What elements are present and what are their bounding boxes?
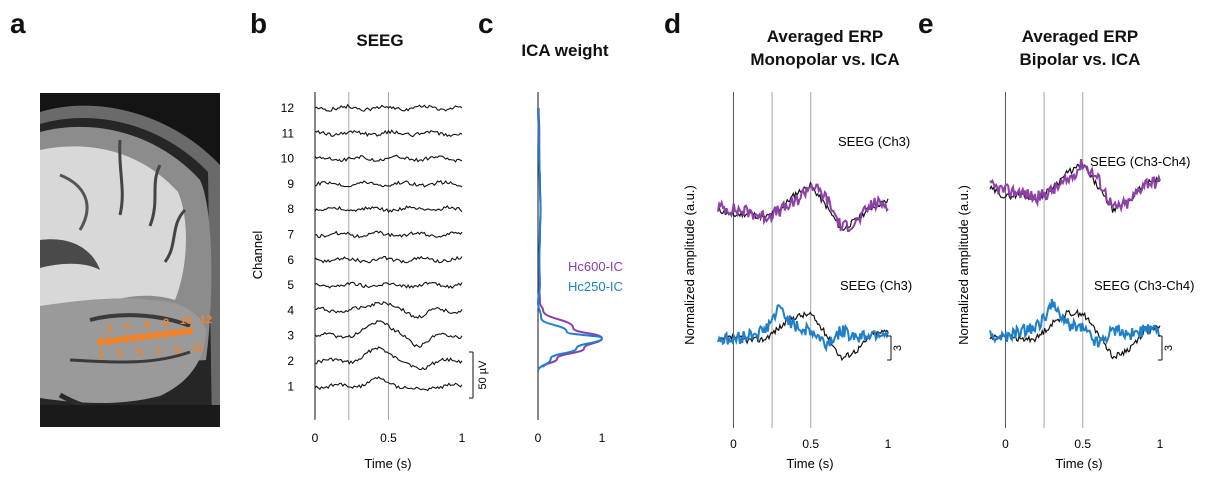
panel-e-scale-label: 3: [1163, 345, 1175, 351]
panel-b-xlabel: Time (s): [364, 456, 411, 471]
panel-b-trace: [314, 281, 463, 289]
panel-d-title-line1: Averaged ERP: [766, 27, 884, 46]
panel-c-title: ICA weight: [521, 41, 609, 60]
electrode-contacts: [97, 327, 193, 346]
seeg-trace-top: [989, 162, 1161, 213]
panel-b-ytick: 6: [287, 253, 294, 267]
panel-b-scale-label: 50 µV: [477, 360, 489, 390]
panel-b-ytick: 9: [287, 177, 294, 191]
panel-b-trace: [314, 179, 463, 188]
panel-b-xtick: 1: [459, 431, 466, 445]
panel-b-ytick: 12: [281, 101, 295, 115]
panel-d-label-bottom: SEEG (Ch3): [840, 278, 912, 293]
legend-hc250: Hc250-IC: [568, 279, 623, 294]
panel-d-title-line2: Monopolar vs. ICA: [750, 50, 900, 69]
xtick: 0.5: [1074, 437, 1091, 451]
ica-trace-blue: [717, 303, 889, 353]
mri-ventricle: [40, 239, 100, 270]
panel-b-xtick: 0.5: [380, 431, 397, 445]
panel-c-xtick: 0: [535, 431, 542, 445]
panel-b-title: SEEG: [356, 31, 404, 50]
panel-b-trace: [314, 103, 463, 112]
panel-b-ytick: 2: [287, 354, 294, 368]
panel-b-ytick: 11: [282, 126, 295, 140]
electrode-label-top: 2: [106, 323, 112, 335]
panel-b-trace: [314, 154, 463, 163]
electrode-label-top: 10: [180, 315, 192, 327]
panel-b-ytick: 7: [287, 228, 294, 242]
panel-b-ytick: 8: [287, 202, 294, 216]
panel-letter-b: b: [250, 8, 268, 39]
xtick: 0: [730, 437, 737, 451]
panel-b-trace: [314, 255, 463, 264]
electrode-label-bottom: 3: [116, 348, 122, 360]
electrode-label-top: 6: [144, 319, 150, 331]
panel-b-xtick: 0: [312, 431, 319, 445]
hc250-weight-line: [536, 107, 604, 372]
panel-b-ytick: 4: [287, 303, 294, 317]
legend-hc600: Hc600-IC: [568, 259, 623, 274]
panel-b-trace: [314, 129, 463, 138]
panel-b-ytick: 1: [287, 379, 294, 393]
panel-letter-e: e: [918, 8, 934, 39]
panel-b-ytick: 5: [287, 278, 294, 292]
panel-b-trace: [314, 346, 463, 371]
xtick: 1: [1157, 437, 1164, 451]
panel-b-ytick: 10: [281, 152, 295, 166]
ica-trace-purple: [989, 158, 1161, 213]
panel-e-label-bottom: SEEG (Ch3-Ch4): [1094, 278, 1194, 293]
electrode-labels: 2 4 6 8 10 12 1 3 5 7 9 11: [98, 314, 212, 361]
panel-e-ylabel: Normalized amplitude (a.u.): [956, 185, 971, 345]
panel-letter-d: d: [664, 8, 682, 39]
panel-d-label-top: SEEG (Ch3): [838, 134, 910, 149]
panel-letter-a: a: [10, 8, 26, 39]
electrode-label-bottom: 9: [174, 345, 180, 357]
panel-e-label-top: SEEG (Ch3-Ch4): [1090, 154, 1190, 169]
xtick: 0.5: [802, 437, 819, 451]
electrode-label-bottom: 1: [98, 349, 104, 361]
panel-e-title-line2: Bipolar vs. ICA: [1019, 50, 1141, 69]
panel-b-ytick: 3: [287, 329, 294, 343]
panel-b-trace: [314, 205, 463, 214]
panel-b-trace: [314, 230, 463, 239]
electrode-label-bottom: 7: [155, 346, 161, 358]
panel-d-scale-label: 3: [892, 345, 904, 351]
panel-c-xtick: 1: [599, 431, 606, 445]
panel-b-trace: [314, 320, 463, 348]
panel-b-ylabel: Channel: [250, 231, 265, 280]
ica-trace-blue: [989, 298, 1161, 348]
seeg-trace-bottom: [989, 308, 1161, 360]
xtick: 1: [885, 437, 892, 451]
panel-d-xlabel: Time (s): [786, 456, 833, 471]
electrode-label-top: 4: [124, 321, 131, 333]
ica-trace-purple: [717, 182, 889, 233]
electrode-label-top: 12: [200, 314, 212, 326]
panel-e-title-line1: Averaged ERP: [1021, 27, 1139, 46]
panel-b-trace: [314, 376, 463, 392]
panel-letter-c: c: [478, 8, 494, 39]
xtick: 0: [1002, 437, 1009, 451]
panel-d-ylabel: Normalized amplitude (a.u.): [682, 185, 697, 345]
panel-b-trace: [314, 301, 463, 319]
mri-temporal-lobe: [40, 298, 206, 403]
electrode-label-bottom: 11: [192, 342, 204, 354]
electrode-label-bottom: 5: [136, 347, 142, 359]
panel-e-xlabel: Time (s): [1055, 456, 1102, 471]
electrode-label-top: 8: [163, 317, 169, 329]
